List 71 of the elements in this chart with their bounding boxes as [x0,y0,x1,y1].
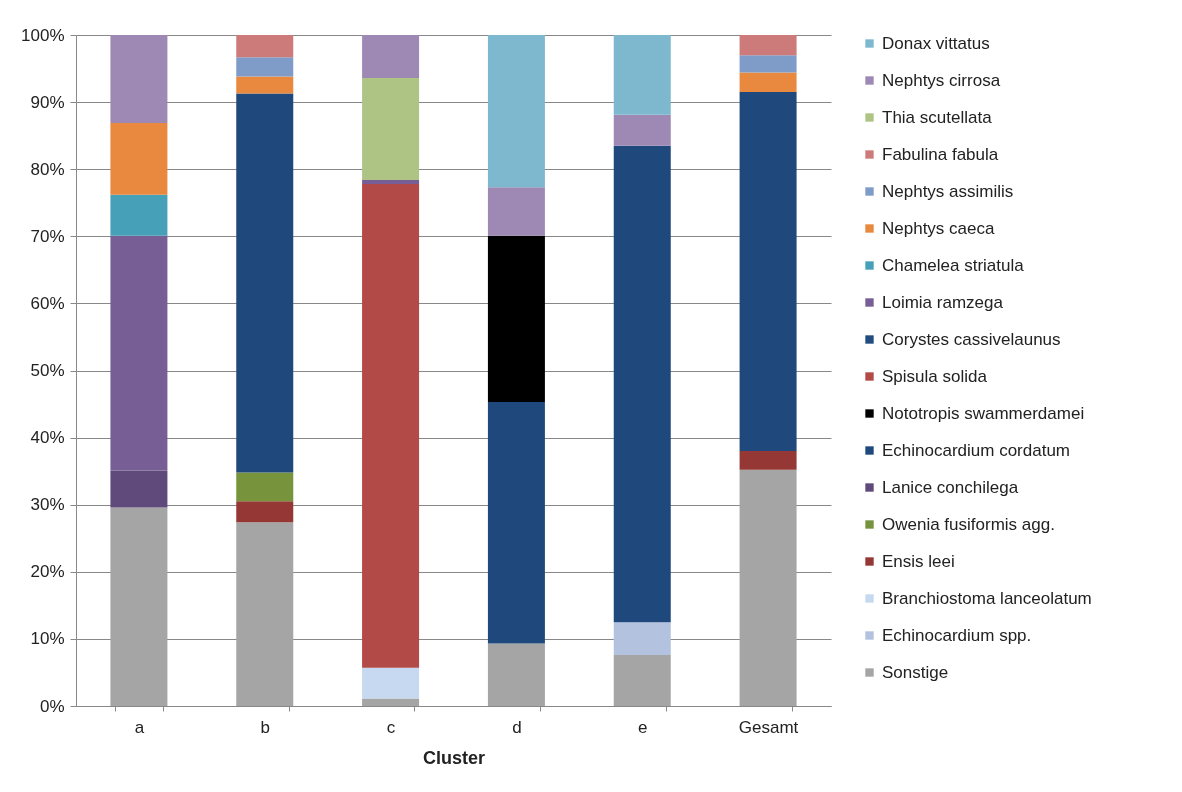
y-tick-label: 10% [30,629,65,649]
bar [236,522,294,706]
y-tick-label: 60% [30,293,65,313]
y-tick-label: 20% [30,562,65,582]
y-tick-label: 90% [30,92,65,112]
bar [236,93,294,473]
bar [613,622,671,655]
bar [362,35,420,78]
legend-label: Nephtys caeca [882,218,995,238]
bar [110,194,168,236]
bar [362,698,420,706]
legend-label: Ensis leei [882,551,955,571]
legend-label: Spisula solida [882,366,988,386]
bar [487,235,545,403]
y-tick-label: 40% [30,428,65,448]
legend-label: Donax vittatus [882,33,990,53]
legend-label: Chamelea striatula [882,255,1025,275]
legend-label: Loimia ramzega [882,292,1004,312]
bar [110,122,168,195]
y-tick-label: 0% [39,696,65,716]
bar [236,57,294,77]
y-tick-label: 80% [30,159,65,179]
x-tick-label: b [260,717,270,737]
y-tick-label: 30% [30,495,65,515]
x-tick-label: a [134,717,145,737]
y-tick-label: 100% [21,25,65,45]
legend-label: Branchiostoma lanceolatum [882,588,1092,608]
bar [362,183,420,668]
bar [236,35,294,58]
legend-label: Thia scutellata [882,107,993,127]
x-tick-label: e [638,717,648,737]
legend-label: Fabulina fabula [882,144,999,164]
x-axis-title: Cluster [422,747,486,768]
bar [236,76,294,94]
legend-label: Owenia fusiformis agg. [882,514,1055,534]
bar [739,451,797,470]
bar [236,472,294,502]
bar [487,643,545,706]
bar [739,469,797,706]
bar [362,77,420,180]
bar [613,114,671,146]
bar [739,92,797,452]
legend-label: Sonstige [882,662,949,682]
bar [110,470,168,508]
legend-label: Lanice conchilega [882,477,1019,497]
y-tick-label: 50% [30,361,65,380]
bar [110,35,168,123]
legend-label: Echinocardium spp. [882,625,1032,645]
legend-label: Echinocardium cordatum [882,440,1071,460]
x-tick-label: Gesamt [738,717,799,737]
bar [739,35,797,56]
legend-label: Nephtys assimilis [882,181,1014,201]
bar [110,235,168,471]
legend-label: Nephtys cirrosa [882,70,1001,90]
y-tick-label: 70% [30,226,65,246]
bar [236,501,294,523]
bar [487,402,545,644]
bar [613,35,671,115]
bar [739,55,797,73]
bar [613,655,671,706]
bar [362,179,420,184]
bar [110,507,168,706]
bar [487,187,545,236]
x-tick-label: d [512,717,522,737]
bar [739,72,797,93]
bar [487,35,545,188]
bar [613,145,671,623]
legend-label: Nototropis swammerdamei [882,403,1085,423]
bar [362,667,420,699]
legend-label: Corystes cassivelaunus [882,329,1061,349]
x-tick-label: c [386,717,396,737]
